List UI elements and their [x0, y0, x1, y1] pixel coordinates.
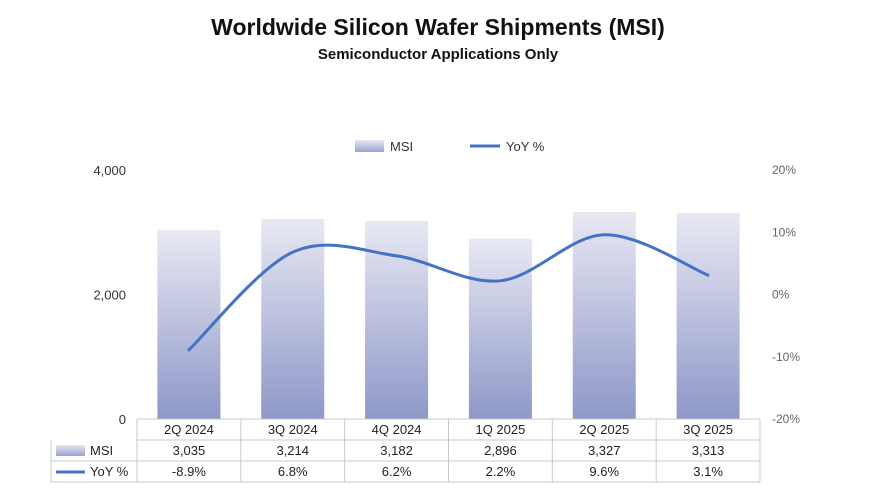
- bar-msi: [676, 212, 740, 419]
- table-cell-msi: 3,313: [692, 443, 725, 458]
- x-tick-label: 1Q 2025: [475, 422, 525, 437]
- x-tick-label: 2Q 2025: [579, 422, 629, 437]
- bar-msi: [157, 230, 221, 419]
- bar-msi: [572, 211, 636, 419]
- axes: 0 2,000 4,000 -20% -10% 0% 10% 20%: [93, 163, 800, 427]
- y-right-tick-label: -10%: [772, 350, 800, 364]
- table-cell-yoy: 3.1%: [693, 464, 723, 479]
- line-group: [187, 233, 710, 352]
- legend: MSI YoY %: [355, 139, 545, 154]
- table-row-label-yoy: YoY %: [90, 464, 129, 479]
- x-tick-label: 3Q 2025: [683, 422, 733, 437]
- table-cell-msi: 3,214: [276, 443, 309, 458]
- table-cell-yoy: 2.2%: [486, 464, 516, 479]
- line-yoy: [187, 233, 710, 352]
- table-cell-yoy: 9.6%: [589, 464, 619, 479]
- table-cell-yoy: -8.9%: [172, 464, 206, 479]
- data-table: 2Q 2024 3Q 2024 4Q 2024 1Q 2025 2Q 2025 3Q 20…: [50, 418, 761, 483]
- x-tick-label: 3Q 2024: [268, 422, 318, 437]
- legend-swatch-msi: [355, 140, 384, 152]
- y-left-tick-label: 0: [119, 412, 126, 427]
- y-right-tick-label: -20%: [772, 412, 800, 426]
- table-key-msi: [56, 445, 85, 456]
- y-right-tick-label: 20%: [772, 163, 796, 177]
- y-left-tick-label: 2,000: [93, 288, 126, 303]
- legend-label-yoy: YoY %: [506, 139, 545, 154]
- y-right-tick-label: 10%: [772, 225, 796, 239]
- bar-msi: [365, 220, 429, 419]
- x-tick-label: 2Q 2024: [164, 422, 214, 437]
- bars-group: [157, 211, 740, 419]
- table-cell-msi: 2,896: [484, 443, 517, 458]
- chart-subtitle: Semiconductor Applications Only: [317, 46, 559, 63]
- chart-title: Worldwide Silicon Wafer Shipments (MSI): [211, 14, 665, 40]
- table-row-label-msi: MSI: [90, 443, 113, 458]
- legend-label-msi: MSI: [390, 139, 413, 154]
- table-cell-yoy: 6.2%: [382, 464, 412, 479]
- table-cell-msi: 3,035: [173, 443, 206, 458]
- table-cell-yoy: 6.8%: [278, 464, 308, 479]
- y-right-tick-label: 0%: [772, 288, 790, 302]
- bar-msi: [261, 218, 325, 419]
- table-cell-msi: 3,182: [380, 443, 413, 458]
- y-left-tick-label: 4,000: [93, 163, 126, 178]
- x-tick-label: 4Q 2024: [372, 422, 422, 437]
- table-cell-msi: 3,327: [588, 443, 621, 458]
- bar-msi: [468, 238, 532, 419]
